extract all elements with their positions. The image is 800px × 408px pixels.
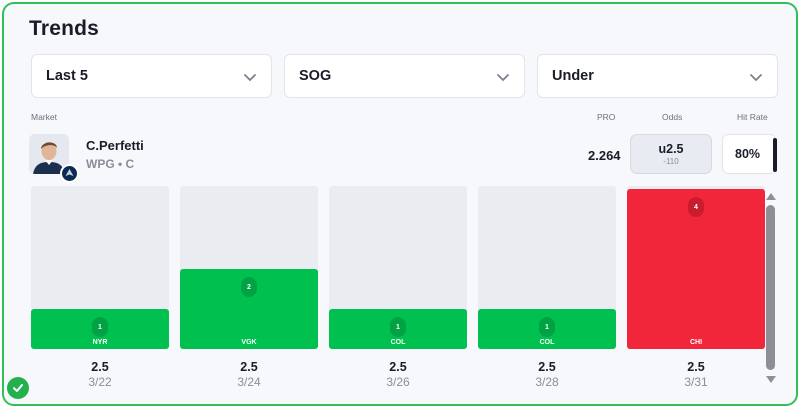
bar-fill: 1 NYR	[31, 309, 169, 349]
market-dropdown-value: SOG	[299, 68, 332, 84]
player-team-position: WPG • C	[86, 157, 135, 171]
pro-header: PRO	[597, 112, 616, 122]
bar-line-label: 2.5	[389, 360, 407, 374]
bar-opponent-label: COL	[539, 339, 555, 346]
bar-fill: 1 COL	[478, 309, 616, 349]
odds-line: u2.5	[658, 142, 684, 156]
bar-opponent-label: COL	[390, 339, 406, 346]
chevron-down-icon	[244, 74, 256, 82]
bar-value-label: 1	[539, 317, 555, 337]
bar-line-label: 2.5	[538, 360, 556, 374]
bar-column[interactable]: 4 CHI	[627, 186, 765, 349]
bar-date-label: 3/22	[88, 375, 112, 389]
check-circle-icon	[7, 377, 29, 399]
hit-rate-header: Hit Rate	[737, 112, 768, 122]
scroll-down-arrow-icon[interactable]	[764, 374, 778, 386]
bar-opponent-label: VGK	[241, 339, 257, 346]
market-header: Market	[31, 112, 57, 122]
bar-line-label: 2.5	[91, 360, 109, 374]
timeframe-dropdown[interactable]: Last 5	[31, 54, 272, 98]
bar-column[interactable]: 1 COL	[329, 186, 467, 349]
bar-column[interactable]: 1 NYR	[31, 186, 169, 349]
bar-column[interactable]: 1 COL	[478, 186, 616, 349]
bar-date-label: 3/28	[535, 375, 559, 389]
odds-price: -110	[663, 157, 679, 166]
bar-date-label: 3/31	[684, 375, 708, 389]
bar-date-label: 3/26	[386, 375, 410, 389]
chevron-down-icon	[750, 74, 762, 82]
bar-value-label: 1	[92, 317, 108, 337]
bar-opponent-label: NYR	[92, 339, 108, 346]
jets-logo-icon	[60, 164, 79, 183]
bar-line-label: 2.5	[240, 360, 258, 374]
direction-dropdown-value: Under	[552, 68, 594, 84]
bar-line-label: 2.5	[687, 360, 705, 374]
pro-value: 2.264	[588, 148, 621, 163]
bar-fill: 2 VGK	[180, 269, 318, 349]
chevron-down-icon	[497, 74, 509, 82]
bar-value-label: 2	[241, 277, 257, 297]
direction-dropdown[interactable]: Under	[537, 54, 778, 98]
odds-header: Odds	[662, 112, 683, 122]
hit-rate-value: 80%	[722, 134, 777, 174]
scroll-up-arrow-icon[interactable]	[764, 190, 778, 202]
bar-value-label: 1	[390, 317, 406, 337]
bar-opponent-label: CHI	[689, 339, 703, 346]
bar-value-label: 4	[688, 197, 704, 217]
scrollbar-thumb[interactable]	[766, 205, 775, 370]
bar-date-label: 3/24	[237, 375, 261, 389]
market-dropdown[interactable]: SOG	[284, 54, 525, 98]
card-title: Trends	[29, 17, 100, 40]
bar-fill: 4 CHI	[627, 189, 765, 349]
timeframe-dropdown-value: Last 5	[46, 68, 88, 84]
odds-button[interactable]: u2.5 -110	[630, 134, 712, 174]
player-name[interactable]: C.Perfetti	[86, 138, 144, 153]
bar-column[interactable]: 2 VGK	[180, 186, 318, 349]
bar-fill: 1 COL	[329, 309, 467, 349]
